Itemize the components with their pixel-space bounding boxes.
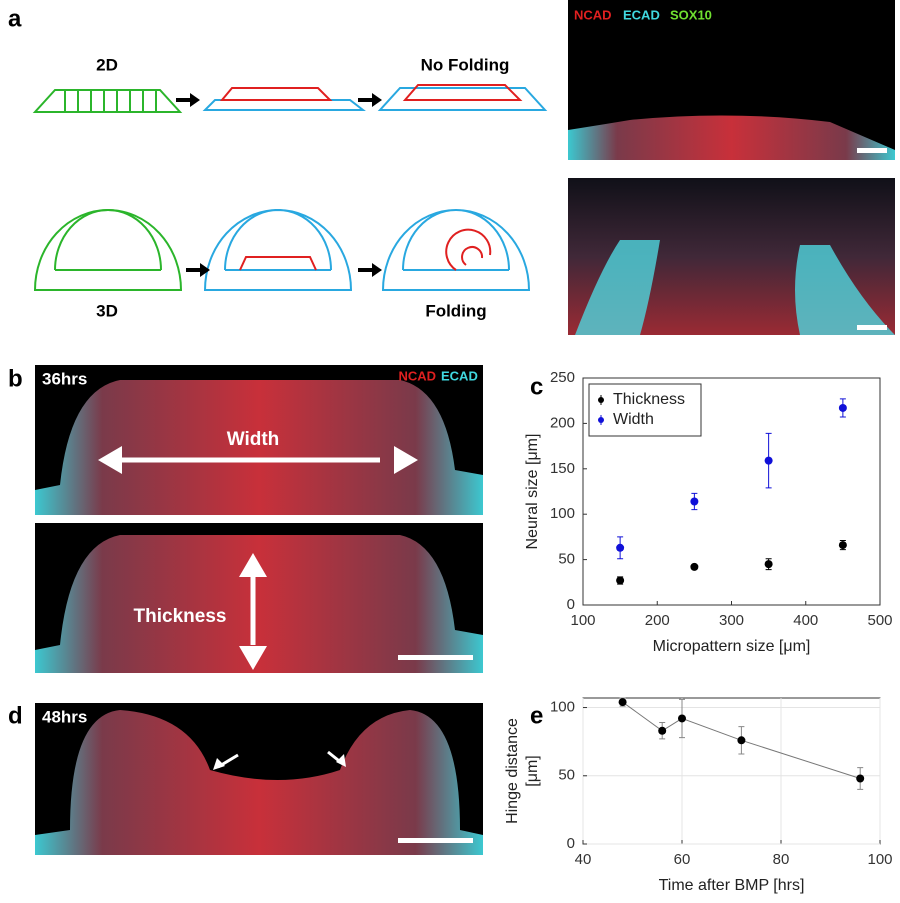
arrows (176, 93, 382, 277)
legend-swatch (598, 397, 604, 403)
y-tick-label: 50 (558, 767, 575, 784)
diagram-no-folding (377, 84, 548, 111)
x-tick-label: 60 (674, 851, 691, 868)
time-label: 36hrs (42, 369, 87, 388)
y-axis-label: Neural size [μm] (524, 434, 541, 550)
x-tick-label: 200 (645, 612, 670, 629)
y-tick-label: 100 (550, 505, 575, 522)
stain-label: NCAD (398, 368, 436, 383)
stain-label: ECAD (441, 368, 478, 383)
diagram-label: Folding (425, 301, 486, 320)
y-tick-label: 250 (550, 369, 575, 386)
x-tick-label: 400 (793, 612, 818, 629)
point (690, 562, 699, 571)
measure-label: Width (227, 429, 280, 450)
panel-label: b (8, 365, 23, 392)
legend-swatch (598, 417, 604, 423)
stain-label: ECAD (623, 7, 660, 22)
measure-label: Thickness (134, 606, 227, 627)
x-tick-label: 40 (575, 851, 592, 868)
time-label: 48hrs (42, 707, 87, 726)
diagram-label: 3D (96, 301, 118, 320)
image-b-top (35, 365, 483, 515)
panel-label: a (8, 5, 22, 32)
diagram-3d-mid (203, 209, 353, 291)
legend-box (588, 383, 702, 437)
y-tick-label: 50 (558, 551, 575, 568)
x-tick-label: 500 (867, 612, 892, 629)
y-tick-label: 0 (567, 596, 575, 613)
plot-area (582, 697, 881, 845)
x-tick-label: 80 (773, 851, 790, 868)
point (764, 560, 773, 569)
point (678, 714, 686, 723)
panel-label: e (530, 702, 543, 729)
point (690, 497, 699, 506)
diagram-label: No Folding (421, 55, 510, 74)
diagram-2d-mid (202, 87, 366, 111)
point (856, 774, 865, 783)
panel-label: d (8, 702, 23, 729)
point (616, 543, 625, 552)
point (616, 576, 625, 585)
y-tick-label: 200 (550, 414, 575, 431)
x-axis-label: Micropattern size [μm] (653, 638, 811, 655)
y-tick-label: 150 (550, 460, 575, 477)
point (838, 541, 847, 550)
x-tick-label: 100 (867, 851, 892, 868)
x-tick-label: 100 (570, 612, 595, 629)
image-d (35, 703, 483, 855)
y-axis-label: Hinge distance (504, 718, 521, 824)
point (764, 456, 773, 465)
panel-label: c (530, 373, 543, 400)
image-a-top (568, 0, 895, 160)
diagram-2d (32, 89, 183, 113)
point (737, 736, 746, 745)
image-a-bottom (568, 178, 895, 335)
x-axis-label: Time after BMP [hrs] (659, 877, 805, 894)
x-tick-label: 300 (719, 612, 744, 629)
image-b-bottom (35, 523, 483, 673)
diagram-folding (381, 209, 531, 291)
y-tick-label: 0 (567, 835, 575, 852)
stain-label: SOX10 (670, 7, 712, 22)
point (658, 726, 667, 735)
point (838, 403, 847, 412)
legend-label: Width (613, 411, 654, 428)
y-axis-label: [μm] (524, 755, 541, 786)
stain-label: NCAD (574, 7, 612, 22)
diagram-label: 2D (96, 55, 118, 74)
y-tick-label: 100 (550, 699, 575, 716)
legend-label: Thickness (613, 391, 685, 408)
point (618, 698, 627, 707)
diagram-3d (33, 209, 183, 291)
